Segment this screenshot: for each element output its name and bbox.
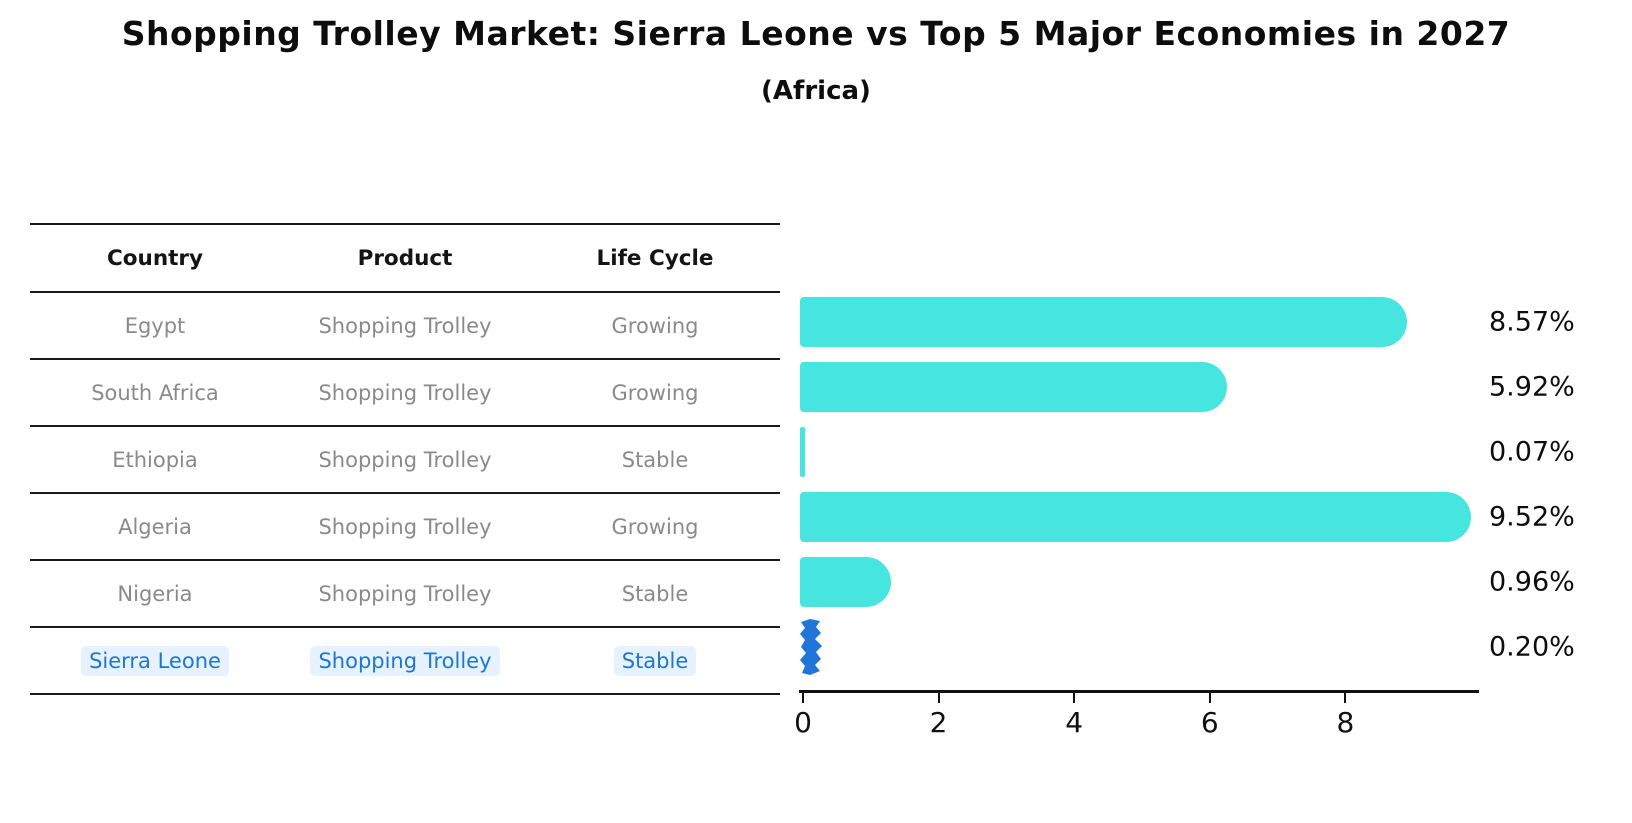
x-axis-tick — [1208, 693, 1211, 703]
table-header-life-cycle: Life Cycle — [596, 245, 714, 271]
bar-nigeria — [800, 557, 892, 607]
cell-product: Shopping Trolley — [280, 515, 530, 539]
cell-country-text: Sierra Leone — [81, 645, 229, 676]
cell-country-text: Nigeria — [117, 581, 193, 606]
country-table: Country Product Life Cycle Egypt Shopping T… — [30, 223, 780, 695]
table-row-south-africa: South Africa Shopping Trolley Growing — [30, 360, 780, 427]
cell-country: Egypt — [30, 314, 280, 338]
x-axis-tick — [1073, 693, 1076, 703]
x-axis-tick-label: 4 — [1065, 706, 1084, 739]
cell-life-cycle-text: Growing — [611, 313, 699, 338]
table-header-row: Country Product Life Cycle — [30, 225, 780, 293]
cell-life-cycle: Stable — [530, 582, 780, 606]
chart-subtitle: (Africa) — [761, 76, 871, 106]
cell-life-cycle-text: Growing — [611, 380, 699, 405]
cell-life-cycle: Growing — [530, 314, 780, 338]
table-header-country: Country — [106, 245, 204, 271]
cell-product-text: Shopping Trolley — [318, 313, 492, 338]
table-header-product: Product — [357, 245, 453, 271]
table-row-ethiopia: Ethiopia Shopping Trolley Stable — [30, 427, 780, 494]
table-row-egypt: Egypt Shopping Trolley Growing — [30, 293, 780, 360]
cell-country-text: Egypt — [124, 313, 186, 338]
cell-life-cycle: Stable — [530, 448, 780, 472]
cell-product-text: Shopping Trolley — [318, 447, 492, 472]
x-axis-tick — [1344, 693, 1347, 703]
cell-product-text: Shopping Trolley — [318, 581, 492, 606]
value-label-algeria: 9.52% — [1489, 501, 1575, 533]
x-axis-tick — [937, 693, 940, 703]
bar-sierra-leone-highlighted — [800, 619, 822, 675]
cell-life-cycle: Growing — [530, 381, 780, 405]
cell-product: Shopping Trolley — [280, 381, 530, 405]
x-axis-tick-label: 6 — [1200, 706, 1219, 739]
x-axis-tick-label: 0 — [794, 706, 812, 739]
cell-country-text: Ethiopia — [112, 447, 198, 472]
table-row-sierra-leone: Sierra Leone Shopping Trolley Stable — [30, 628, 780, 695]
cell-country: South Africa — [30, 381, 280, 405]
cell-life-cycle: Stable — [530, 645, 780, 676]
cell-country: Nigeria — [30, 582, 280, 606]
cell-country-text: Algeria — [118, 514, 192, 539]
cell-product: Shopping Trolley — [280, 314, 530, 338]
bar-egypt — [800, 297, 1408, 347]
cell-country: Ethiopia — [30, 448, 280, 472]
bar-south-africa — [800, 362, 1228, 412]
table-row-nigeria: Nigeria Shopping Trolley Stable — [30, 561, 780, 628]
cell-product: Shopping Trolley — [280, 582, 530, 606]
table-row-algeria: Algeria Shopping Trolley Growing — [30, 494, 780, 561]
cell-country: Sierra Leone — [30, 645, 280, 676]
x-axis-tick-label: 8 — [1336, 706, 1355, 739]
cell-life-cycle-text: Stable — [613, 645, 697, 676]
cell-life-cycle-text: Stable — [621, 581, 689, 606]
cell-life-cycle-text: Growing — [611, 514, 699, 539]
value-label-sierra-leone: 0.20% — [1489, 631, 1575, 663]
value-label-ethiopia: 0.07% — [1489, 436, 1575, 468]
chart-title: Shopping Trolley Market: Sierra Leone vs… — [121, 14, 1511, 53]
cell-product: Shopping Trolley — [280, 448, 530, 472]
cell-country: Algeria — [30, 515, 280, 539]
value-label-nigeria: 0.96% — [1489, 566, 1575, 598]
bar-algeria — [800, 492, 1472, 542]
cell-life-cycle-text: Stable — [621, 447, 689, 472]
cell-product-text: Shopping Trolley — [318, 514, 492, 539]
x-axis-line — [799, 690, 1479, 693]
bar-ethiopia — [800, 427, 805, 477]
cell-life-cycle: Growing — [530, 515, 780, 539]
cell-product-text: Shopping Trolley — [318, 380, 492, 405]
cell-product: Shopping Trolley — [280, 645, 530, 676]
table-body: Egypt Shopping Trolley Growing South Africa… — [30, 293, 780, 695]
x-axis-tick-label: 2 — [929, 706, 948, 739]
value-label-egypt: 8.57% — [1489, 306, 1575, 338]
cell-country-text: South Africa — [91, 380, 219, 405]
x-axis-tick — [802, 693, 804, 703]
value-label-south-africa: 5.92% — [1489, 371, 1575, 403]
cell-product-text: Shopping Trolley — [310, 645, 500, 676]
